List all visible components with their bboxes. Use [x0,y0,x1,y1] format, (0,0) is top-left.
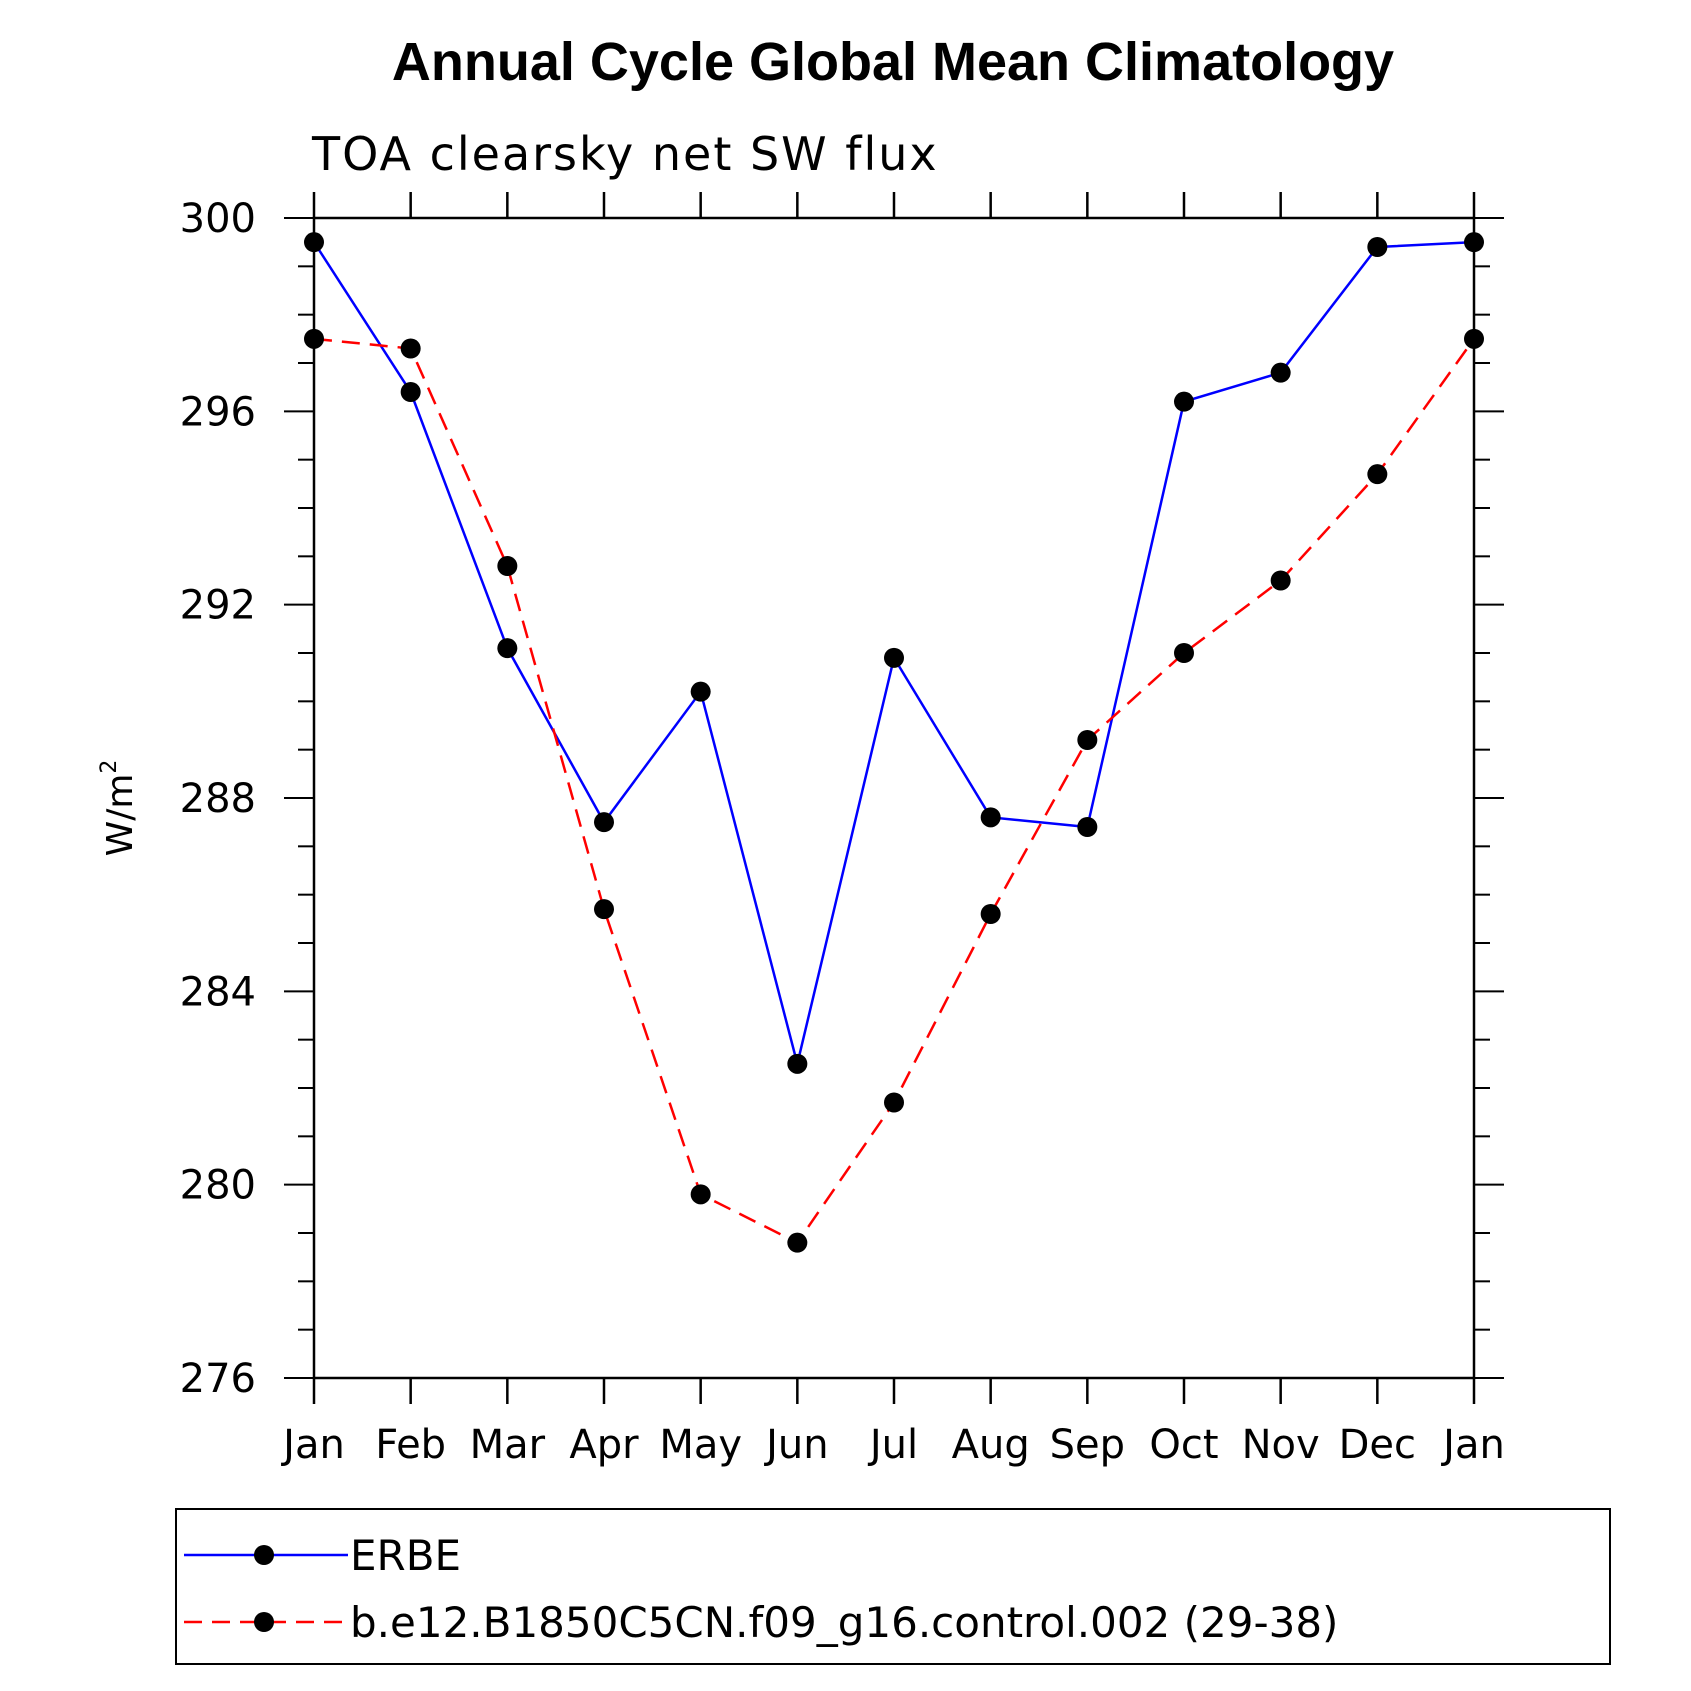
chart-title: Annual Cycle Global Mean Climatology [392,32,1394,92]
legend-entry-model: b.e12.B1850C5CN.f09_g16.control.002 (29-… [184,1598,1338,1647]
legend-entry-erbe: ERBE [184,1531,461,1580]
x-tick-label: May [659,1422,742,1468]
x-tick-label: Jun [763,1422,829,1468]
y-axis-label-text: W/m2 [97,760,141,857]
series-0-point [1367,237,1388,257]
series-0-point [787,1053,808,1074]
series-0-point [884,647,904,668]
y-axis-label: W/m2 [97,760,141,857]
series-1-point [690,1184,711,1205]
legend-marker-erbe [254,1545,274,1565]
x-tick-label: Nov [1242,1422,1320,1468]
y-tick-label: 296 [180,389,256,435]
x-tick-label: Mar [470,1422,546,1468]
x-tick-label: Feb [375,1422,446,1468]
series-1-point [497,556,518,576]
legend-marker-model [254,1612,274,1632]
series-1-point [1270,570,1291,591]
series-1-point [400,338,421,359]
x-tick-label: Jul [867,1422,918,1468]
series-1-point [884,1092,904,1113]
series-1-point [980,904,1001,924]
series-0-point [400,382,421,402]
series-0-point [594,812,614,833]
y-tick-label: 284 [180,969,256,1015]
x-tick-label: Aug [952,1422,1030,1468]
y-axis: 276 280 284 288 292 296 300 [180,196,1504,1402]
series-1-point [1367,464,1388,485]
y-tick-label: 292 [180,583,256,629]
x-tick-label: Jan [280,1422,345,1468]
y-tick-label: 276 [180,1356,256,1402]
series-layer [304,232,1484,1253]
legend-box [175,1508,1611,1665]
x-tick-label: Dec [1339,1422,1416,1468]
plot-frame [312,216,1476,1380]
legend-label-model: b.e12.B1850C5CN.f09_g16.control.002 (29-… [350,1598,1338,1647]
series-0-point [497,638,518,659]
series-1-point [1174,643,1194,663]
series-1-point [787,1232,808,1253]
y-tick-label: 300 [180,196,256,242]
series-0-point [690,681,711,702]
x-tick-label: Jan [1440,1422,1505,1468]
series-0-point [980,807,1001,828]
series-1-point [1464,328,1484,349]
y-tick-label: 280 [180,1163,256,1209]
series-0-point [1270,362,1291,383]
series-1-point [594,899,614,920]
x-axis: Jan Feb Mar Apr May Jun Jul Aug Sep Oct Nov Dec Jan [280,192,1505,1468]
legend: ERBE b.e12.B1850C5CN.f09_g16.control.002… [175,1508,1611,1665]
plot-area [312,216,1476,1380]
x-tick-label: Apr [569,1422,639,1468]
chart-subtitle: TOA clearsky net SW flux [311,127,939,181]
series-0-point [1464,232,1484,253]
legend-label-erbe: ERBE [350,1531,461,1580]
x-tick-label: Sep [1050,1422,1125,1468]
x-tick-label: Oct [1149,1422,1218,1468]
series-1-point [1077,730,1098,750]
series-0-point [1174,391,1194,412]
series-0-point [1077,817,1098,837]
series-1-point [304,328,324,349]
y-tick-label: 288 [180,776,256,822]
series-0-point [304,232,324,253]
